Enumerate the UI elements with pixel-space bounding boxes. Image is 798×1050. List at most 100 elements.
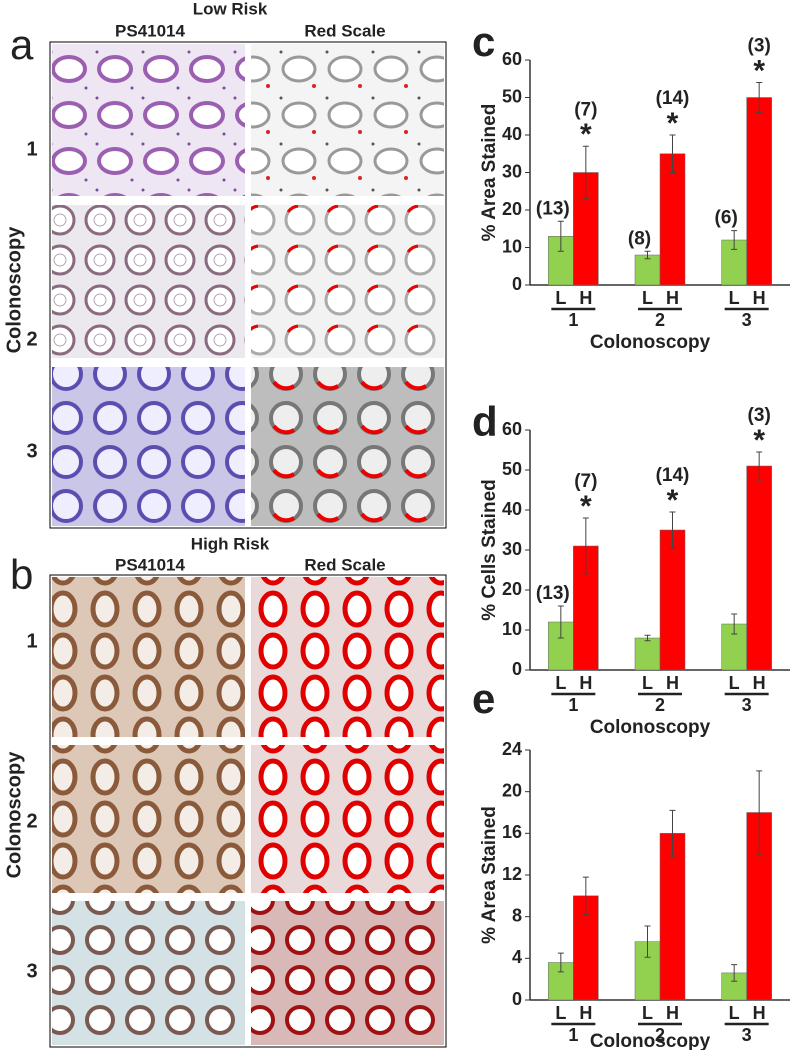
bar-label: H	[579, 288, 592, 308]
error-bar	[582, 517, 589, 575]
bar-label: L	[642, 673, 653, 693]
row-label: 2	[26, 328, 37, 350]
n-label: (3)	[748, 36, 771, 57]
y-tick-label: 50	[502, 459, 522, 479]
y-tick-label: 16	[502, 822, 522, 842]
x-tick-label: 2	[655, 695, 665, 715]
panel-letter: a	[10, 21, 34, 68]
error-bar	[669, 511, 676, 549]
x-tick-label: 3	[742, 695, 752, 715]
bar	[746, 97, 772, 286]
x-tick-label: 1	[568, 695, 578, 715]
x-axis-label: Colonoscopy	[590, 717, 711, 738]
micrograph	[251, 205, 444, 358]
bar-label: H	[753, 1003, 766, 1023]
x-tick-label: 1	[568, 1025, 578, 1045]
n-label: (3)	[748, 405, 771, 426]
y-tick-label: 0	[512, 274, 522, 294]
bar-label: H	[753, 288, 766, 308]
y-tick-label: 30	[502, 539, 522, 559]
row-axis-label: Colonoscopy	[3, 751, 25, 879]
significance-label: *	[667, 107, 679, 140]
panel-title: High Risk	[191, 534, 270, 553]
error-bar	[731, 964, 738, 982]
row-label: 1	[26, 138, 37, 160]
n-label: (14)	[656, 465, 690, 486]
error-bar	[756, 82, 763, 113]
x-axis-label: Colonoscopy	[590, 332, 711, 353]
row-label: 3	[26, 440, 37, 462]
x-axis-label: Colonoscopy	[590, 1031, 711, 1050]
error-bar	[557, 952, 564, 973]
error-bar	[557, 605, 564, 639]
column-title: Red Scale	[304, 555, 385, 574]
significance-label: *	[753, 424, 765, 457]
y-tick-label: 10	[502, 236, 522, 256]
y-tick-label: 4	[512, 947, 522, 967]
bar	[659, 833, 686, 1001]
bar	[659, 529, 686, 671]
y-tick-label: 20	[502, 199, 522, 219]
n-label: (7)	[574, 99, 597, 120]
row-label: 3	[26, 960, 37, 982]
error-bar	[756, 451, 763, 481]
y-tick-label: 10	[502, 619, 522, 639]
bar-label: H	[579, 673, 592, 693]
bar-label: L	[729, 673, 740, 693]
row-axis-label: Colonoscopy	[3, 226, 25, 354]
error-bar	[731, 230, 738, 250]
micrograph	[52, 205, 245, 358]
x-tick-label: 3	[742, 310, 752, 330]
significance-label: *	[667, 484, 679, 517]
y-tick-label: 20	[502, 579, 522, 599]
bar-label: L	[729, 288, 740, 308]
panel-letter: d	[472, 398, 498, 445]
micrograph	[251, 901, 444, 1045]
error-bar	[669, 134, 676, 173]
bar-label: H	[579, 1003, 592, 1023]
x-tick-label: 2	[655, 310, 665, 330]
bar-label: L	[729, 1003, 740, 1023]
error-bar	[644, 634, 651, 642]
error-bar	[582, 145, 589, 200]
n-label: (14)	[656, 88, 690, 109]
bar-label: H	[753, 673, 766, 693]
error-bar	[669, 809, 676, 857]
bar-label: L	[642, 288, 653, 308]
y-tick-label: 40	[502, 499, 522, 519]
bar-label: H	[666, 673, 679, 693]
column-title: PS41014	[115, 21, 185, 40]
n-label: (6)	[715, 208, 738, 229]
bar	[659, 153, 686, 286]
error-bar	[731, 613, 738, 635]
significance-label: *	[580, 118, 592, 151]
panel-letter: e	[472, 675, 495, 722]
y-tick-label: 0	[512, 989, 522, 1009]
error-bar	[582, 876, 589, 916]
x-tick-label: 1	[568, 310, 578, 330]
significance-label: *	[753, 54, 765, 87]
bar-label: H	[666, 288, 679, 308]
n-label: (13)	[536, 198, 570, 219]
y-tick-label: 12	[502, 864, 522, 884]
bar-label: L	[555, 673, 566, 693]
y-tick-label: 60	[502, 49, 522, 69]
bar-label: H	[666, 1003, 679, 1023]
bar-label: L	[555, 288, 566, 308]
y-tick-label: 50	[502, 86, 522, 106]
x-tick-label: 3	[742, 1025, 752, 1045]
y-tick-label: 30	[502, 161, 522, 181]
bar-label: L	[555, 1003, 566, 1023]
bar	[746, 465, 772, 671]
error-bar	[557, 220, 564, 252]
error-bar	[756, 770, 763, 855]
y-axis-label: % Cells Stained	[479, 479, 500, 621]
micrograph	[251, 44, 444, 196]
y-tick-label: 40	[502, 124, 522, 144]
bar-label: L	[642, 1003, 653, 1023]
panel-title: Low Risk	[193, 0, 268, 18]
panel-letter: b	[10, 551, 33, 598]
error-bar	[644, 250, 651, 260]
row-label: 1	[26, 630, 37, 652]
